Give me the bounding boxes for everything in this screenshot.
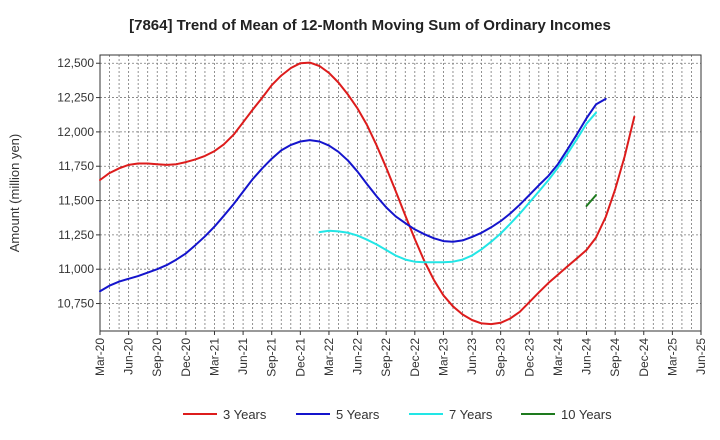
y-tick-label: 10,750 xyxy=(57,297,94,311)
x-tick-label: Jun-25 xyxy=(694,338,708,375)
legend: 3 Years 5 Years 7 Years 10 Years xyxy=(183,407,612,422)
x-tick-label: Jun-20 xyxy=(122,338,136,375)
x-tick-label: Mar-24 xyxy=(551,338,565,376)
series-line-7-years xyxy=(318,111,597,264)
x-tick-label: Jun-24 xyxy=(580,338,594,375)
y-tick-label: 12,000 xyxy=(57,125,94,139)
chart-title: [7864] Trend of Mean of 12-Month Moving … xyxy=(129,17,611,34)
x-tick-label: Dec-22 xyxy=(408,338,422,377)
y-axis-label: Amount (million yen) xyxy=(7,134,22,253)
x-tick-label: Mar-22 xyxy=(322,338,336,376)
x-tick-label: Sep-23 xyxy=(494,338,508,377)
series-line-3-years xyxy=(99,61,636,326)
legend-label: 7 Years xyxy=(449,407,493,422)
y-tick-label: 11,000 xyxy=(58,262,94,276)
x-tick-label: Jun-23 xyxy=(465,338,479,375)
x-tick-label: Jun-21 xyxy=(236,338,250,375)
x-tick-label: Dec-20 xyxy=(179,338,193,377)
y-tick-label: 12,500 xyxy=(57,56,94,70)
x-tick-label: Mar-23 xyxy=(436,338,450,376)
legend-label: 10 Years xyxy=(561,407,612,422)
legend-label: 3 Years xyxy=(223,407,267,422)
series-line-5-years xyxy=(99,97,607,293)
x-tick-label: Sep-24 xyxy=(608,338,622,377)
y-axis-ticks: 10,750 11,000 11,250 11,500 11,750 12,000 12,2… xyxy=(57,56,100,311)
x-tick-label: Mar-20 xyxy=(93,338,107,376)
y-tick-label: 12,250 xyxy=(57,91,94,105)
x-tick-label: Mar-25 xyxy=(665,338,679,376)
x-tick-label: Dec-23 xyxy=(522,338,536,377)
x-tick-label: Jun-22 xyxy=(351,338,365,375)
x-tick-label: Sep-21 xyxy=(265,338,279,377)
grid xyxy=(99,55,702,331)
series-layer xyxy=(99,61,636,326)
x-tick-label: Sep-20 xyxy=(150,338,164,377)
plot-area-frame xyxy=(99,54,702,332)
x-axis-ticks: Mar-20 Jun-20 Sep-20 Dec-20 Mar-21 Jun-21 Sep-… xyxy=(93,331,708,377)
x-tick-label: Dec-24 xyxy=(637,338,651,377)
x-tick-label: Sep-22 xyxy=(379,338,393,377)
y-tick-label: 11,750 xyxy=(58,159,94,173)
series-line-10-years xyxy=(585,194,597,207)
legend-label: 5 Years xyxy=(336,407,380,422)
y-tick-label: 11,500 xyxy=(58,194,94,208)
x-tick-label: Dec-21 xyxy=(293,338,307,377)
x-tick-label: Mar-21 xyxy=(207,338,221,376)
y-tick-label: 11,250 xyxy=(58,228,94,242)
